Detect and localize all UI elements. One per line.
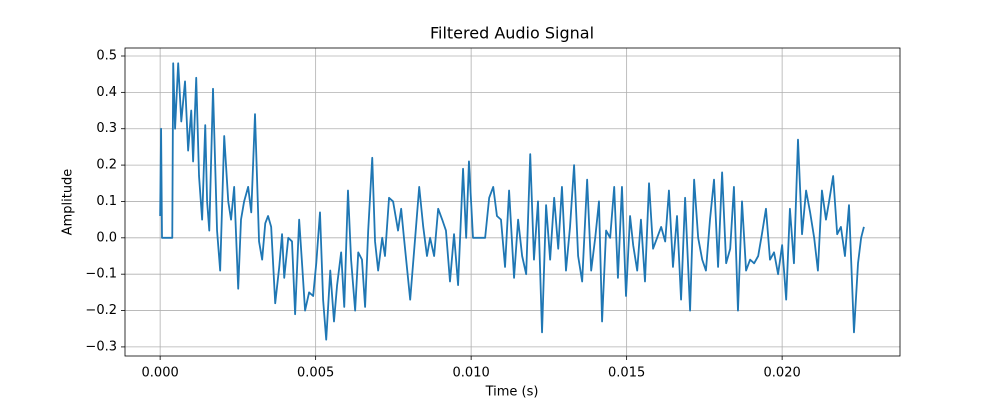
- axes: 0.000 0.005 0.010 0.015 0.020 −0.3 −0.2 −0.1 0.0…: [85, 49, 800, 381]
- y-axis-label: Amplitude: [61, 169, 76, 236]
- y-tick-label: 0.3: [96, 121, 117, 136]
- y-tick-label: 0.2: [96, 158, 117, 173]
- y-tick-label: 0.5: [96, 49, 117, 64]
- y-tick-label: −0.2: [85, 303, 117, 318]
- signal-line: [159, 62, 865, 341]
- x-tick-label: 0.010: [453, 366, 490, 381]
- x-tick-label: 0.000: [142, 366, 179, 381]
- y-tick-label: 0.4: [96, 85, 117, 100]
- y-tick-label: −0.3: [85, 339, 117, 354]
- y-tick-label: 0.1: [96, 194, 117, 209]
- x-tick-label: 0.020: [764, 366, 801, 381]
- chart-title: Filtered Audio Signal: [430, 24, 594, 43]
- axes-frame: [124, 47, 901, 357]
- y-tick-label: 0.0: [96, 230, 117, 245]
- x-axis-label: Time (s): [485, 385, 539, 400]
- plot-area: [159, 62, 865, 341]
- y-tick-label: −0.1: [85, 267, 117, 282]
- x-tick-label: 0.015: [608, 366, 645, 381]
- x-tick-label: 0.005: [297, 366, 334, 381]
